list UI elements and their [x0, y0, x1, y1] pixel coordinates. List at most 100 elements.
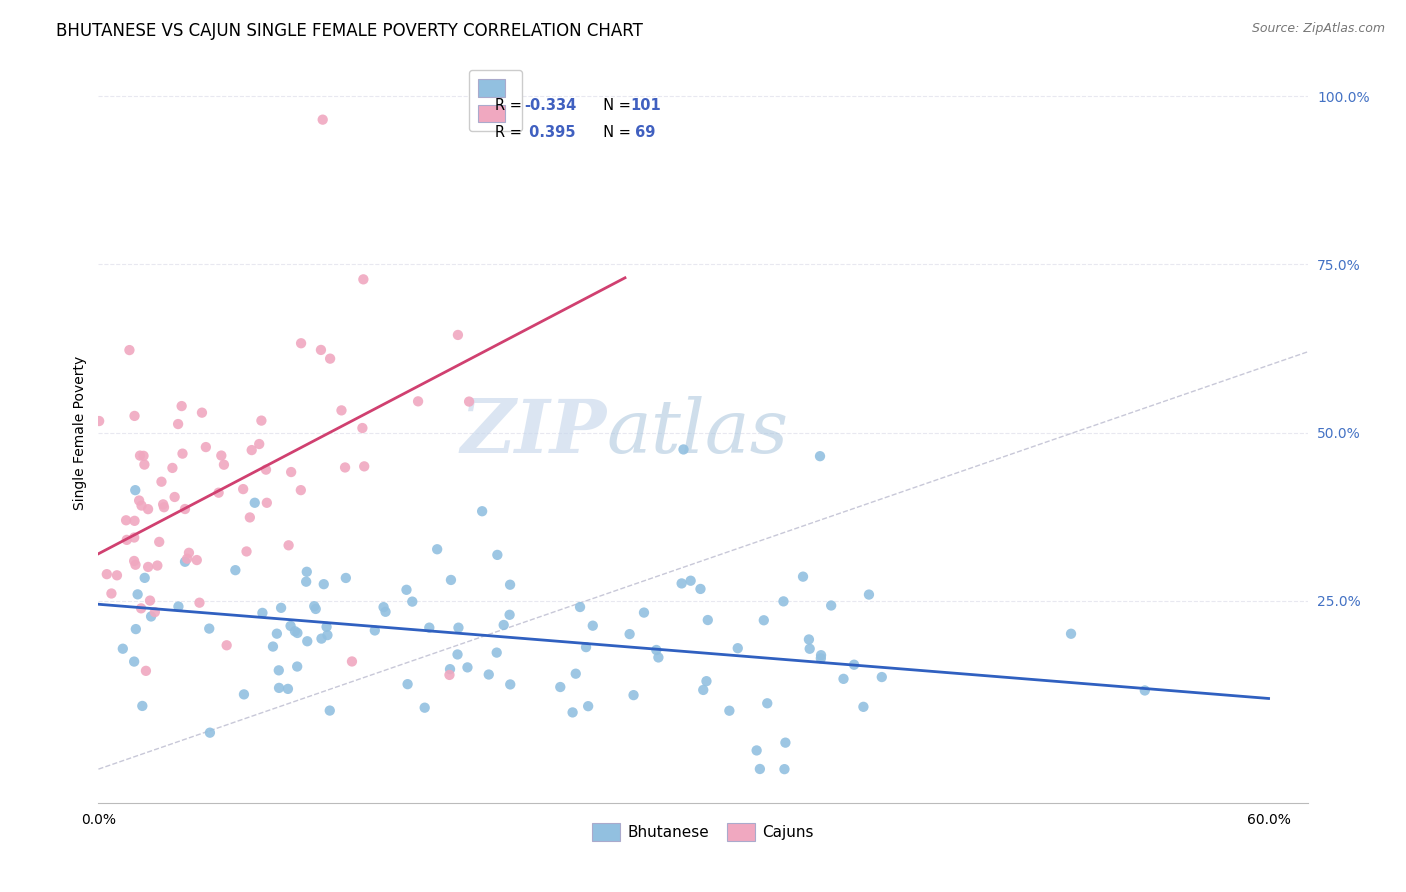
Point [870, 670, 893, 684]
Point [209, 449, 232, 463]
Point [139, 609, 162, 624]
Point [619, 627, 641, 641]
Point [277, 681, 299, 696]
Point [692, 682, 714, 697]
Point [240, 443, 263, 458]
Point [124, 514, 146, 528]
Point [136, 560, 159, 574]
Point [212, 458, 235, 472]
Point [439, 662, 461, 676]
Point [277, 538, 299, 552]
Point [499, 578, 522, 592]
Point [447, 327, 470, 342]
Point [333, 460, 356, 475]
Point [727, 641, 749, 656]
Point [295, 565, 318, 579]
Point [115, 533, 138, 547]
Point [177, 546, 200, 560]
Point [267, 664, 290, 678]
Point [143, 605, 166, 619]
Point [243, 496, 266, 510]
Point [235, 544, 257, 558]
Point [319, 351, 342, 366]
Point [297, 634, 319, 648]
Y-axis label: Single Female Poverty: Single Female Poverty [73, 356, 87, 509]
Point [124, 558, 146, 572]
Point [153, 500, 176, 515]
Point [224, 563, 246, 577]
Point [150, 475, 173, 489]
Text: N =: N = [595, 125, 636, 140]
Point [478, 667, 501, 681]
Point [163, 490, 186, 504]
Point [188, 596, 211, 610]
Point [564, 666, 586, 681]
Point [186, 553, 208, 567]
Point [439, 668, 461, 682]
Point [353, 459, 375, 474]
Point [254, 463, 277, 477]
Point [305, 602, 328, 616]
Point [129, 601, 152, 615]
Point [319, 704, 342, 718]
Point [315, 620, 337, 634]
Point [373, 600, 395, 615]
Point [309, 343, 332, 357]
Point [773, 762, 796, 776]
Point [125, 622, 148, 636]
Point [172, 447, 194, 461]
Point [239, 510, 262, 524]
Point [810, 648, 832, 663]
Point [413, 700, 436, 714]
Point [486, 548, 509, 562]
Point [645, 643, 668, 657]
Point [295, 574, 318, 589]
Point [115, 513, 138, 527]
Point [316, 628, 339, 642]
Point [247, 437, 270, 451]
Point [364, 624, 387, 638]
Point [401, 594, 423, 608]
Point [256, 496, 278, 510]
Point [340, 655, 363, 669]
Text: BHUTANESE VS CAJUN SINGLE FEMALE POVERTY CORRELATION CHART: BHUTANESE VS CAJUN SINGLE FEMALE POVERTY… [56, 22, 643, 40]
Point [548, 680, 571, 694]
Point [330, 403, 353, 417]
Point [174, 502, 197, 516]
Point [134, 458, 156, 472]
Point [129, 449, 152, 463]
Point [671, 576, 693, 591]
Point [335, 571, 357, 585]
Point [745, 743, 768, 757]
Point [647, 650, 669, 665]
Point [396, 677, 419, 691]
Point [406, 394, 429, 409]
Point [131, 499, 153, 513]
Point [287, 626, 309, 640]
Point [146, 558, 169, 573]
Point [136, 502, 159, 516]
Point [775, 736, 797, 750]
Point [162, 461, 184, 475]
Point [134, 571, 156, 585]
Point [198, 622, 221, 636]
Point [440, 573, 463, 587]
Point [748, 762, 770, 776]
Point [810, 651, 832, 665]
Point [395, 582, 418, 597]
Point [1133, 683, 1156, 698]
Point [252, 606, 274, 620]
Point [696, 613, 718, 627]
Point [695, 674, 717, 689]
Point [689, 582, 711, 596]
Point [799, 641, 821, 656]
Point [152, 497, 174, 511]
Point [772, 594, 794, 608]
Point [267, 681, 290, 695]
Text: R =: R = [495, 125, 526, 140]
Point [569, 600, 592, 615]
Point [447, 621, 470, 635]
Point [280, 465, 302, 479]
Point [96, 567, 118, 582]
Point [262, 640, 284, 654]
